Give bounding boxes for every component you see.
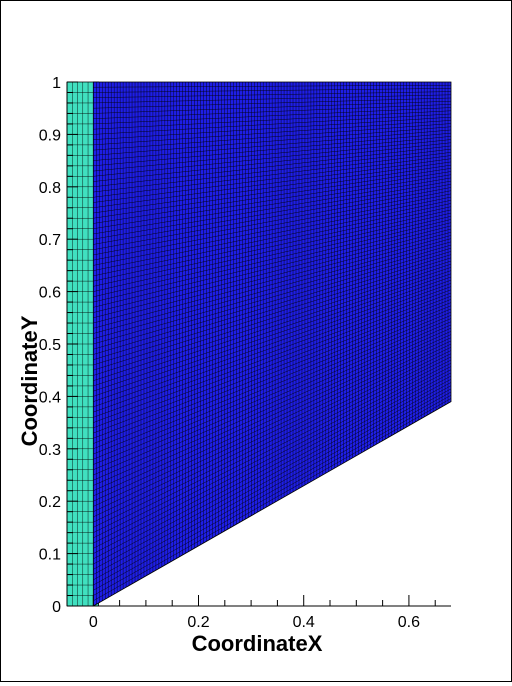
x-axis-title: CoordinateX [192,631,323,656]
mesh-zone-gridlines [93,82,452,605]
mesh-zone-2 [92,81,452,607]
axis-ticks [66,81,436,607]
y-tick-label: 0 [52,599,61,616]
y-tick-label: 0.3 [39,442,61,459]
x-tick-label: 0.4 [293,614,315,631]
y-tick-label: 0.9 [39,127,61,144]
y-tick-label: 0.5 [39,337,61,354]
y-tick-label: 0.4 [39,389,61,406]
mesh-zones [66,81,452,607]
y-tick-label: 0.7 [39,232,61,249]
y-tick-label: 0.1 [39,547,61,564]
y-axis-title: CoordinateY [17,315,42,446]
x-tick-label: 0.6 [398,614,420,631]
y-tick-label: 0.6 [39,285,61,302]
y-tick-label: 0.2 [39,494,61,511]
y-tick-label: 0.8 [39,180,61,197]
tick-labels: 0 0.2 0.4 0.6 0 0.1 0.2 0.3 0.4 0.5 0.6 0.7 0.8 0.9 1 [39,75,420,631]
x-tick-label: 0 [89,614,98,631]
y-tick-label: 1 [52,75,61,92]
x-tick-label: 0.2 [187,614,209,631]
